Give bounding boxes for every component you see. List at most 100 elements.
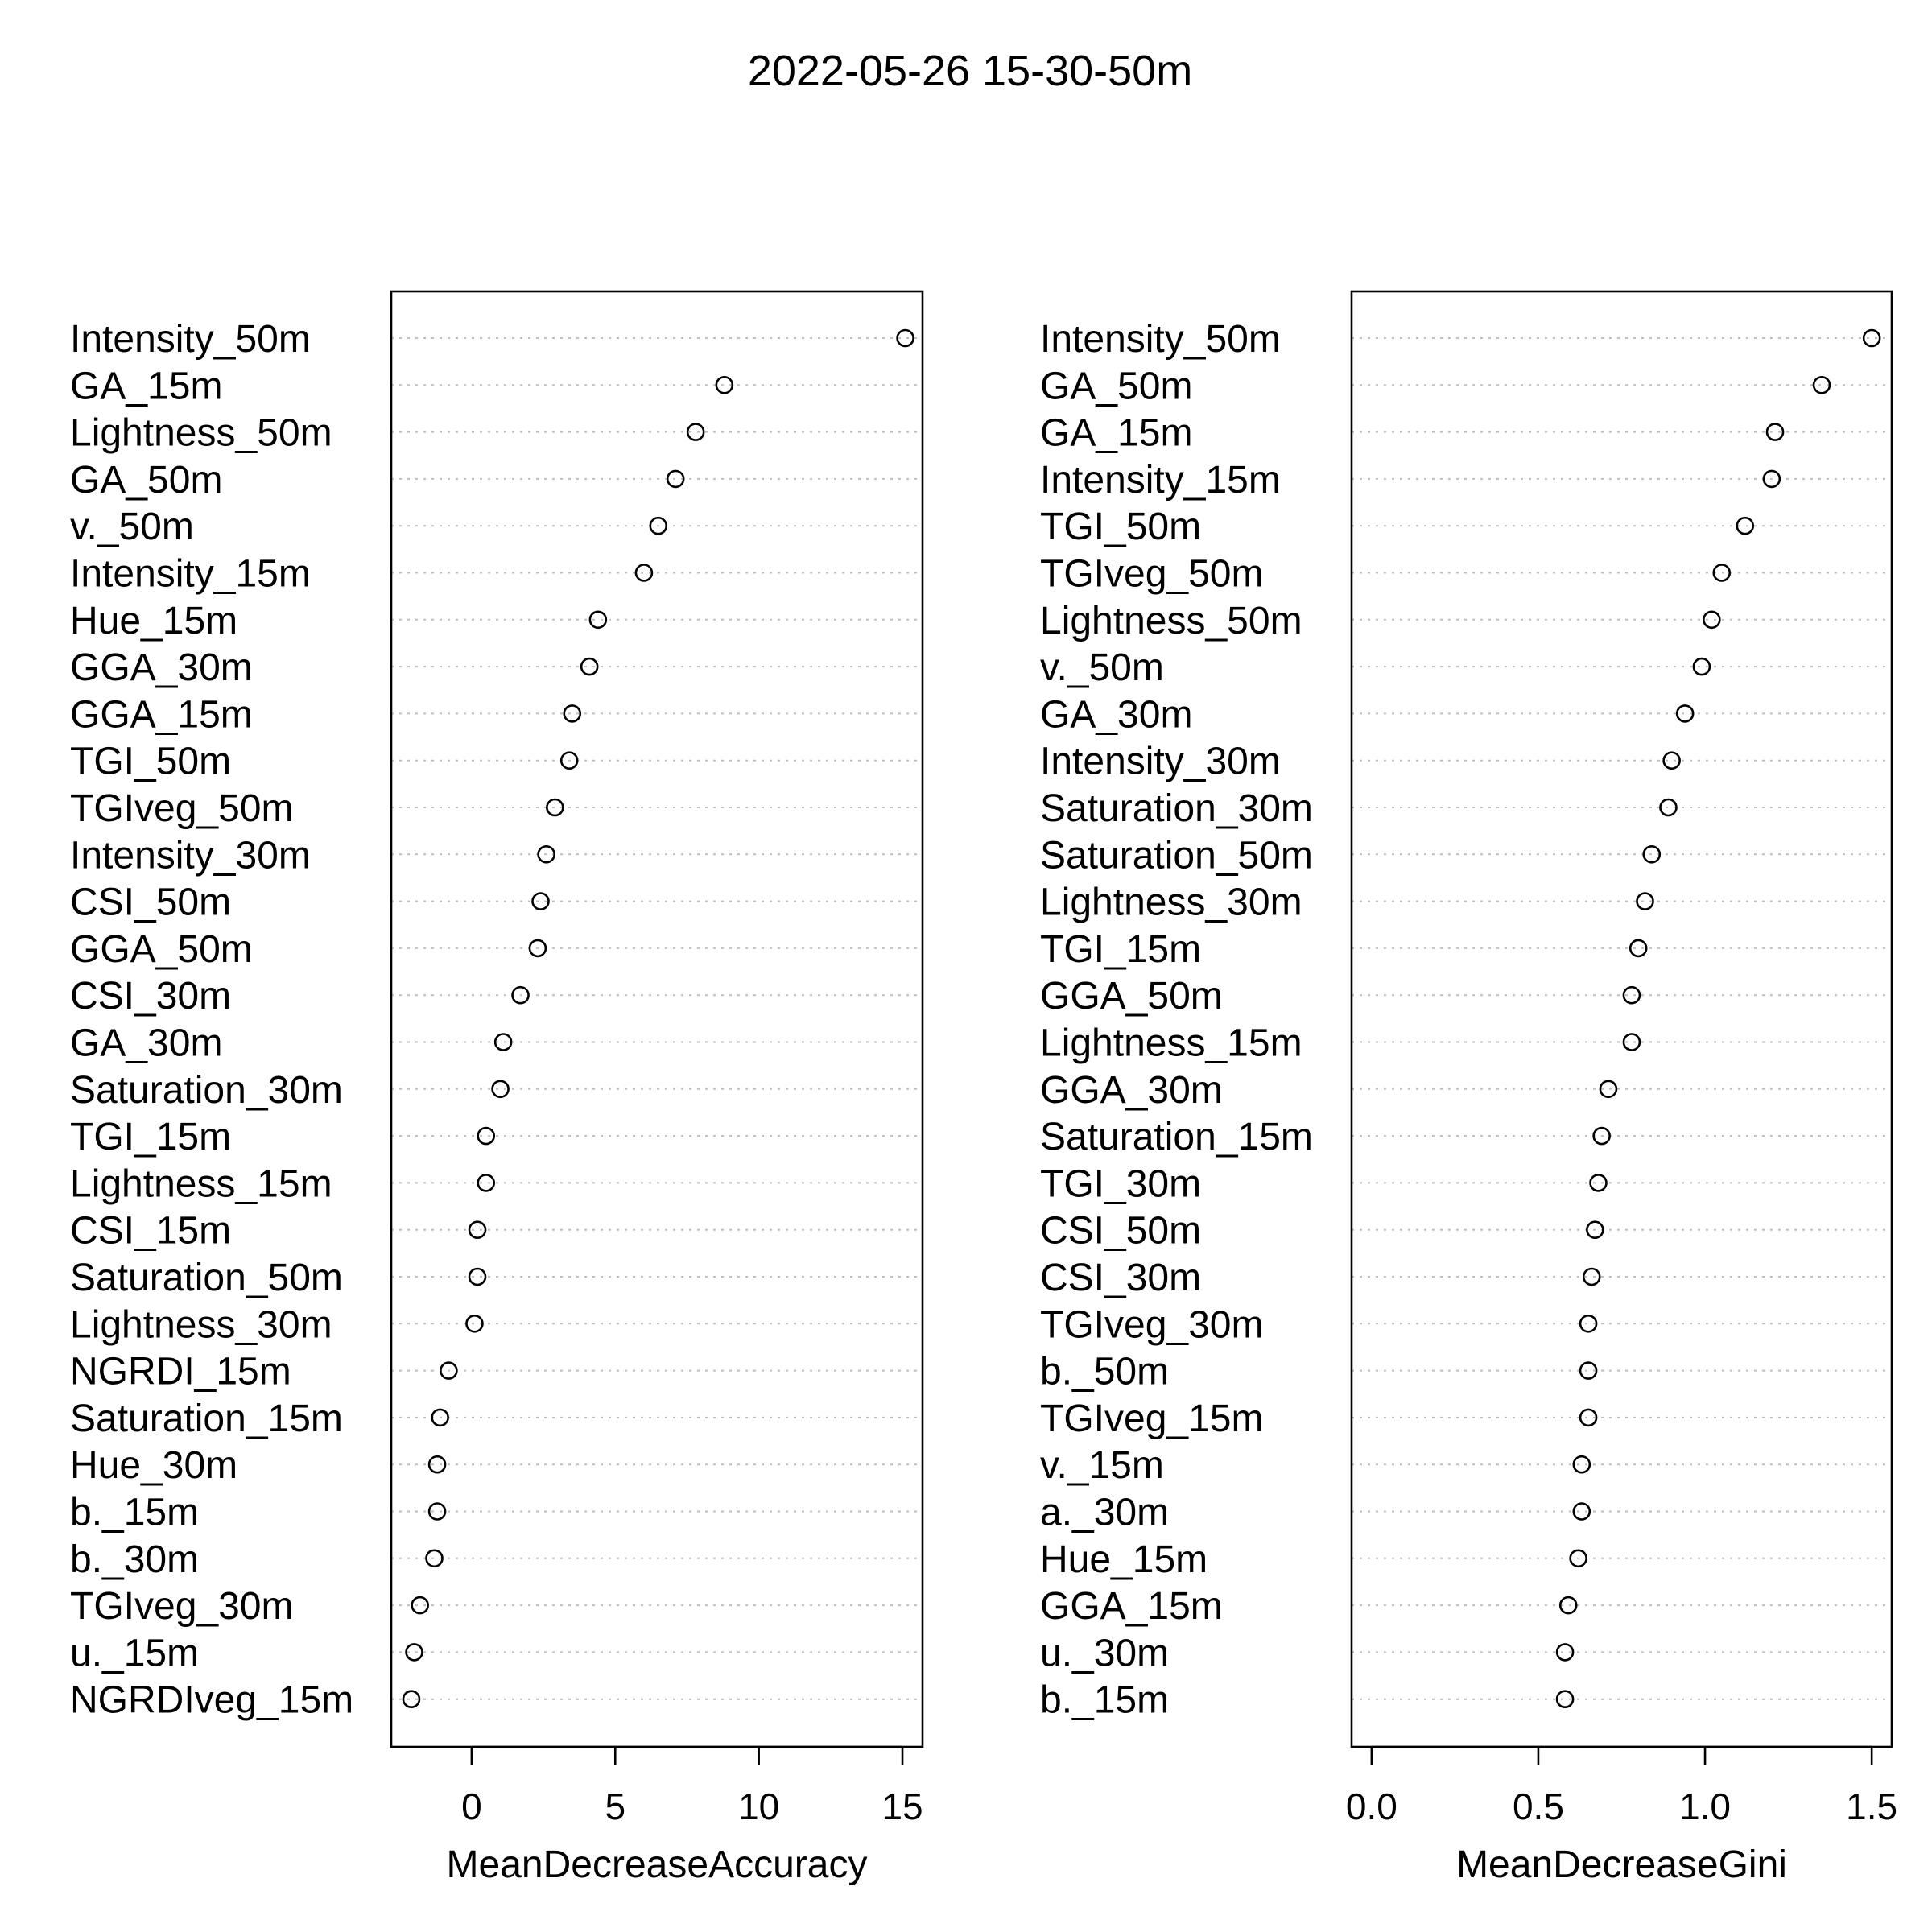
- gini-row-label: Intensity_15m: [1040, 459, 1281, 502]
- gini-row-label: TGI_50m: [1040, 506, 1201, 548]
- accuracy-row-label: GGA_30m: [70, 646, 253, 689]
- gini-point: [1862, 328, 1881, 348]
- gini-row-label: GA_15m: [1040, 412, 1192, 455]
- gini-point: [1579, 1315, 1598, 1333]
- gini-point: [1558, 1596, 1578, 1615]
- accuracy-row-label: NGRDIveg_15m: [70, 1679, 353, 1722]
- gini-point: [1599, 1080, 1618, 1099]
- figure-title: 2022-05-26 15-30-50m: [748, 47, 1192, 95]
- accuracy-point: [427, 1455, 447, 1474]
- gini-point: [1662, 751, 1681, 770]
- accuracy-row-label: Lightness_50m: [70, 412, 332, 455]
- gini-point: [1589, 1174, 1608, 1192]
- accuracy-point: [588, 610, 608, 630]
- accuracy-row-label: GA_50m: [70, 459, 222, 502]
- accuracy-row-label: TGIveg_30m: [70, 1585, 293, 1628]
- gini-row-label: GGA_50m: [1040, 975, 1223, 1018]
- gini-point: [1555, 1643, 1575, 1662]
- gini-row-label: GGA_30m: [1040, 1069, 1223, 1112]
- gini-row-label: CSI_50m: [1040, 1210, 1201, 1253]
- accuracy-row-label: u._15m: [70, 1632, 199, 1674]
- accuracy-row-label: Hue_30m: [70, 1444, 237, 1487]
- gini-point: [1555, 1690, 1575, 1708]
- gini-point: [1659, 798, 1678, 817]
- gini-row-label: Saturation_50m: [1040, 834, 1313, 877]
- gini-row-label: Lightness_50m: [1040, 600, 1302, 642]
- accuracy-point: [405, 1643, 423, 1662]
- accuracy-point: [563, 704, 582, 723]
- gini-row-label: Saturation_30m: [1040, 787, 1313, 830]
- gini-x-tick-label: 1.5: [1846, 1785, 1897, 1827]
- gini-row-label: b._50m: [1040, 1351, 1169, 1393]
- accuracy-point: [477, 1174, 496, 1192]
- accuracy-point: [896, 328, 914, 348]
- accuracy-point: [427, 1502, 447, 1521]
- gini-row-label: v._15m: [1040, 1444, 1164, 1487]
- accuracy-row-label: GA_15m: [70, 365, 222, 407]
- accuracy-point: [559, 751, 579, 770]
- gini-row-label: u._30m: [1040, 1632, 1169, 1674]
- gini-point: [1572, 1502, 1591, 1521]
- accuracy-point: [440, 1361, 458, 1380]
- accuracy-row-label: CSI_15m: [70, 1210, 231, 1253]
- accuracy-row-label: Intensity_15m: [70, 553, 311, 596]
- accuracy-point: [634, 564, 654, 582]
- gini-point: [1629, 939, 1648, 958]
- accuracy-row-label: Saturation_50m: [70, 1257, 343, 1299]
- gini-point: [1642, 845, 1662, 864]
- gini-point: [1579, 1361, 1598, 1380]
- gini-row-label: Hue_15m: [1040, 1538, 1208, 1581]
- gini-row-label: TGIveg_50m: [1040, 553, 1263, 596]
- gini-x-tick-label: 0.0: [1346, 1785, 1397, 1827]
- accuracy-row-label: Saturation_30m: [70, 1069, 343, 1112]
- accuracy-point: [580, 657, 599, 676]
- accuracy-row-label: TGIveg_50m: [70, 787, 293, 830]
- accuracy-x-tick-label: 15: [881, 1785, 923, 1827]
- accuracy-x-axis-title: MeanDecreaseAccuracy: [447, 1843, 868, 1886]
- accuracy-row-label: Hue_15m: [70, 600, 237, 642]
- accuracy-row-label: Saturation_15m: [70, 1397, 343, 1440]
- gini-point: [1812, 375, 1831, 394]
- accuracy-row-label: GGA_50m: [70, 928, 253, 971]
- gini-row-label: Lightness_15m: [1040, 1022, 1302, 1065]
- gini-point: [1592, 1126, 1611, 1146]
- gini-row-label: b._15m: [1040, 1679, 1169, 1722]
- accuracy-x-tick-label: 10: [738, 1785, 779, 1827]
- accuracy-row-label: Intensity_30m: [70, 834, 311, 877]
- accuracy-row-label: b._15m: [70, 1492, 199, 1534]
- gini-row-label: TGIveg_15m: [1040, 1397, 1263, 1440]
- accuracy-x-tick-label: 5: [605, 1785, 625, 1827]
- accuracy-row-label: v._50m: [70, 506, 194, 548]
- accuracy-point: [666, 469, 685, 489]
- gini-point: [1569, 1549, 1587, 1568]
- accuracy-point: [537, 845, 555, 864]
- gini-row-label: GA_50m: [1040, 365, 1192, 407]
- gini-row-label: TGI_15m: [1040, 928, 1201, 971]
- accuracy-point: [411, 1596, 429, 1615]
- accuracy-point: [491, 1080, 510, 1099]
- gini-point: [1703, 610, 1721, 630]
- accuracy-point: [468, 1220, 487, 1239]
- accuracy-row-label: GA_30m: [70, 1022, 222, 1065]
- gini-row-label: v._50m: [1040, 646, 1164, 689]
- gini-plot-frame: [1350, 290, 1893, 1748]
- accuracy-point: [402, 1690, 421, 1708]
- gini-row-label: TGIveg_30m: [1040, 1303, 1263, 1346]
- accuracy-point: [686, 423, 705, 441]
- gini-panel: Intensity_50mGA_50mGA_15mIntensity_15mTG…: [1040, 290, 1897, 1886]
- gini-row-label: GGA_15m: [1040, 1585, 1223, 1628]
- gini-x-tick-label: 1.0: [1679, 1785, 1731, 1827]
- gini-point: [1622, 1033, 1641, 1051]
- accuracy-point: [465, 1315, 484, 1333]
- accuracy-point: [425, 1549, 444, 1568]
- accuracy-point: [546, 798, 564, 817]
- accuracy-point: [493, 1033, 513, 1051]
- accuracy-point: [649, 516, 668, 535]
- accuracy-row-label: CSI_30m: [70, 975, 231, 1018]
- accuracy-plot-frame: [390, 290, 924, 1748]
- gini-row-label: a._30m: [1040, 1492, 1169, 1534]
- gini-row-label: GA_30m: [1040, 693, 1192, 736]
- gini-row-label: Saturation_15m: [1040, 1116, 1313, 1158]
- accuracy-row-label: NGRDI_15m: [70, 1351, 291, 1393]
